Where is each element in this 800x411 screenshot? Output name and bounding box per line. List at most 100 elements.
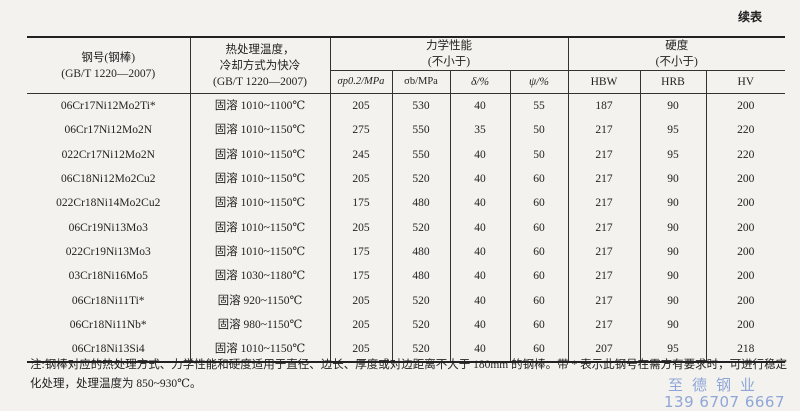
table-row: 06C18Ni12Mo2Cu2 固溶 1010~1150℃ 205 520 40 60 21… (27, 166, 786, 192)
cell-hrb: 95 (639, 118, 706, 143)
header-hardness: 硬度 (不小于) (567, 37, 786, 71)
cell-elongation: 40 (449, 142, 510, 167)
cell-elongation: 40 (449, 166, 510, 192)
cell-yield: 175 (329, 191, 392, 216)
cell-elongation: 35 (449, 118, 510, 143)
cell-elongation: 40 (449, 191, 510, 216)
cell-tensile: 520 (391, 336, 450, 363)
table-note: 注:钢棒对应的热处理方式、力学性能和硬度适用于直径、边长、厚度或对边距离不大于 … (30, 359, 788, 390)
cell-hrb: 95 (639, 142, 706, 167)
col-hbw: HBW (567, 70, 640, 94)
cell-hrb: 90 (639, 191, 706, 216)
cell-hbw: 217 (567, 166, 640, 192)
cell-hv: 200 (705, 312, 786, 337)
table-row: 022Cr17Ni12Mo2N 固溶 1010~1150℃ 245 550 40 50 21… (27, 142, 786, 167)
cell-hv: 200 (705, 93, 786, 119)
cell-heat-treatment: 固溶 1030~1180℃ (189, 264, 330, 289)
cell-grade: 06Cr18Ni11Ti* (71, 294, 145, 307)
cell-hbw: 217 (567, 264, 640, 289)
cell-reduction: 50 (509, 142, 568, 167)
cell-hbw: 217 (567, 191, 640, 216)
cell-heat-treatment: 固溶 1010~1150℃ (189, 336, 330, 363)
cell-tensile: 520 (391, 166, 450, 192)
cell-grade: 06Cr18Ni11Nb* (69, 318, 147, 331)
cell-elongation: 40 (449, 215, 510, 240)
cell-heat-treatment: 固溶 1010~1150℃ (189, 166, 330, 192)
cell-heat-treatment: 固溶 980~1150℃ (189, 312, 330, 337)
cell-tensile: 550 (391, 142, 450, 167)
cell-reduction: 60 (509, 239, 568, 265)
table-row: 06Cr17Ni12Mo2Ti* 固溶 1010~1100℃ 205 530 40 55 1… (27, 93, 786, 119)
col-hv: HV (705, 70, 786, 94)
cell-hbw: 217 (567, 312, 640, 337)
cell-heat-treatment: 固溶 1010~1150℃ (189, 215, 330, 240)
cell-reduction: 60 (509, 191, 568, 216)
cell-yield: 175 (329, 239, 392, 265)
header-heat-treatment: 热处理温度， 冷却方式为快冷 (GB/T 1220—2007) (189, 37, 330, 94)
cell-yield: 205 (329, 336, 392, 363)
cell-tensile: 480 (391, 239, 450, 265)
table-row: 022Cr18Ni14Mo2Cu2 固溶 1010~1150℃ 175 480 40 60… (27, 191, 786, 216)
cell-elongation: 40 (449, 288, 510, 313)
cell-reduction: 60 (509, 336, 568, 363)
table-row: 03Cr18Ni16Mo5 固溶 1030~1180℃ 175 480 40 60 217 9… (27, 264, 786, 289)
col-hrb: HRB (639, 70, 706, 94)
cell-elongation: 40 (449, 264, 510, 289)
cell-tensile: 520 (391, 312, 450, 337)
col-yield: σp0.2/MPa (329, 70, 392, 94)
cell-hrb: 90 (639, 93, 706, 119)
cell-hrb: 95 (639, 336, 706, 363)
cell-hrb: 90 (639, 239, 706, 265)
col-elongation: δ/% (449, 70, 510, 94)
cell-grade: 06C18Ni12Mo2Cu2 (60, 173, 156, 186)
table-row: 06Cr17Ni12Mo2N 固溶 1010~1150℃ 275 550 35 50 217… (27, 118, 786, 143)
cell-hv: 218 (705, 336, 786, 363)
cell-grade: 022Cr17Ni12Mo2N (61, 148, 155, 161)
cell-elongation: 40 (449, 336, 510, 363)
cell-reduction: 55 (509, 93, 568, 119)
cell-grade: 06Cr17Ni12Mo2Ti* (60, 100, 156, 113)
cell-reduction: 50 (509, 118, 568, 143)
cell-heat-treatment: 固溶 920~1150℃ (189, 288, 330, 313)
cell-grade: 03Cr18Ni16Mo5 (68, 270, 148, 283)
cell-hv: 200 (705, 264, 786, 289)
cell-heat-treatment: 固溶 1010~1150℃ (189, 239, 330, 265)
cell-grade: 022Cr18Ni14Mo2Cu2 (56, 197, 161, 210)
cell-tensile: 520 (391, 215, 450, 240)
table-row: 06Cr18Ni11Nb* 固溶 980~1150℃ 205 520 40 60 217 90… (27, 312, 786, 337)
cell-tensile: 480 (391, 191, 450, 216)
cell-yield: 245 (329, 142, 392, 167)
cell-grade: 06Cr19Ni13Mo3 (68, 221, 148, 234)
cell-grade: 06Cr17Ni12Mo2N (64, 124, 153, 137)
cell-hrb: 90 (639, 288, 706, 313)
cell-reduction: 60 (509, 215, 568, 240)
cell-hbw: 217 (567, 215, 640, 240)
cell-heat-treatment: 固溶 1010~1100℃ (189, 93, 330, 119)
cell-reduction: 60 (509, 264, 568, 289)
cell-yield: 205 (329, 215, 392, 240)
col-reduction: ψ/% (509, 70, 568, 94)
cell-yield: 205 (329, 312, 392, 337)
cell-yield: 205 (329, 93, 392, 119)
table-row: 06Cr19Ni13Mo3 固溶 1010~1150℃ 205 520 40 60 217 9… (27, 215, 786, 240)
cell-heat-treatment: 固溶 1010~1150℃ (189, 118, 330, 143)
table-row: 06Cr18Ni11Ti* 固溶 920~1150℃ 205 520 40 60 217 90… (27, 288, 786, 313)
cell-reduction: 60 (509, 288, 568, 313)
cell-reduction: 60 (509, 312, 568, 337)
header-grade: 钢号(钢棒) (GB/T 1220—2007) (27, 37, 190, 94)
cell-hrb: 90 (639, 215, 706, 240)
cell-tensile: 520 (391, 288, 450, 313)
cell-hrb: 90 (639, 166, 706, 192)
cell-hbw: 187 (567, 93, 640, 119)
cell-hbw: 217 (567, 118, 640, 143)
header-mechanical: 力学性能 (不小于) (329, 37, 568, 71)
cell-yield: 205 (329, 288, 392, 313)
cell-hv: 200 (705, 288, 786, 313)
cell-yield: 175 (329, 264, 392, 289)
cell-hbw: 217 (567, 142, 640, 167)
cell-yield: 205 (329, 166, 392, 192)
cell-tensile: 480 (391, 264, 450, 289)
table-row: 022Cr19Ni13Mo3 固溶 1010~1150℃ 175 480 40 60 217… (27, 239, 786, 265)
cell-hrb: 90 (639, 312, 706, 337)
cell-tensile: 530 (391, 93, 450, 119)
